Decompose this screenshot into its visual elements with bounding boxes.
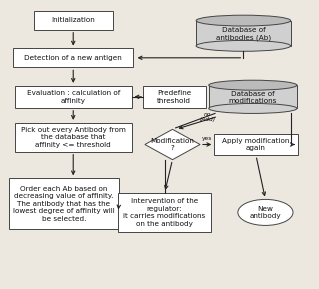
- Ellipse shape: [196, 40, 291, 51]
- FancyBboxPatch shape: [15, 86, 131, 108]
- FancyBboxPatch shape: [214, 134, 298, 155]
- Ellipse shape: [238, 199, 293, 225]
- Text: no
(Add): no (Add): [199, 112, 215, 123]
- Text: Database of
modifications: Database of modifications: [229, 90, 277, 104]
- FancyBboxPatch shape: [13, 48, 133, 67]
- FancyBboxPatch shape: [118, 193, 211, 232]
- Text: Intervention of the
regulator:
it carries modifications
on the antibody: Intervention of the regulator: it carrie…: [123, 198, 206, 227]
- FancyBboxPatch shape: [15, 123, 131, 152]
- Text: Evaluation : calculation of
affinity: Evaluation : calculation of affinity: [26, 90, 120, 103]
- Text: Initialization: Initialization: [51, 17, 95, 23]
- Text: Pick out every Antibody from
the database that
affinity <= threshold: Pick out every Antibody from the databas…: [21, 127, 126, 148]
- Text: yes: yes: [202, 136, 212, 141]
- FancyBboxPatch shape: [196, 21, 291, 46]
- Text: Order each Ab based on
decreasing value of affinity.
The antibody that has the
l: Order each Ab based on decreasing value …: [13, 186, 115, 222]
- FancyBboxPatch shape: [34, 11, 113, 30]
- Ellipse shape: [196, 15, 291, 26]
- Text: Database of
antibodies (Ab): Database of antibodies (Ab): [216, 27, 271, 41]
- Polygon shape: [145, 129, 200, 160]
- FancyBboxPatch shape: [9, 179, 119, 229]
- Text: Detection of a new antigen: Detection of a new antigen: [24, 55, 122, 61]
- Ellipse shape: [209, 103, 297, 113]
- Text: Modification
?: Modification ?: [151, 138, 194, 151]
- Text: Predefine
threshold: Predefine threshold: [157, 90, 191, 103]
- FancyBboxPatch shape: [143, 86, 205, 108]
- Text: New
antibody: New antibody: [250, 206, 281, 219]
- Text: Apply modification
again: Apply modification again: [222, 138, 290, 151]
- FancyBboxPatch shape: [209, 85, 297, 108]
- Ellipse shape: [209, 80, 297, 90]
